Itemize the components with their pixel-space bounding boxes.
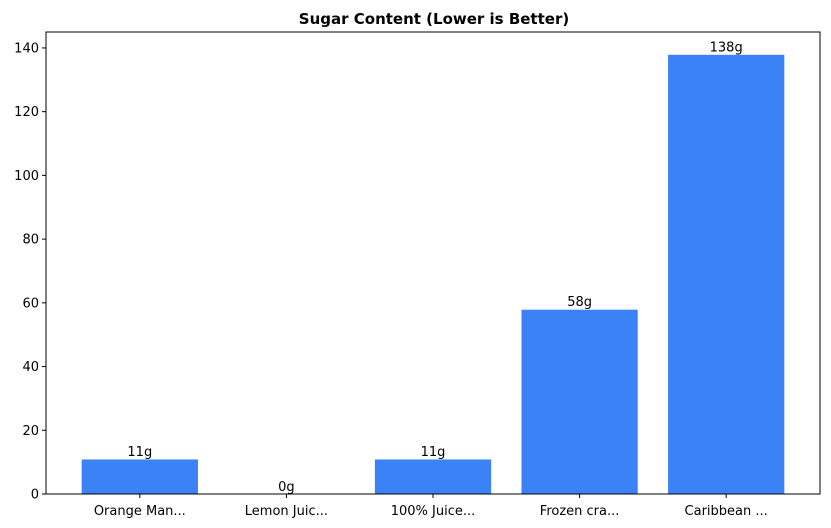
y-tick-label: 60	[22, 296, 39, 311]
x-tick-label: Lemon Juic...	[245, 504, 328, 519]
bar	[373, 458, 493, 495]
x-tick-label: Orange Man...	[94, 504, 186, 519]
chart-title: Sugar Content (Lower is Better)	[299, 10, 569, 28]
y-tick-label: 40	[22, 360, 39, 375]
x-tick-label: Frozen cra...	[540, 504, 620, 519]
bar-data-label: 58g	[567, 295, 592, 310]
y-tick-label: 80	[22, 233, 39, 248]
bar-data-label: 138g	[710, 40, 743, 55]
y-tick-label: 100	[14, 169, 39, 184]
y-tick-label: 20	[22, 424, 39, 439]
y-tick-label: 140	[14, 41, 39, 56]
bar-data-label: 11g	[127, 445, 152, 460]
y-tick-label: 0	[31, 488, 39, 503]
bar-data-label: 11g	[421, 445, 446, 460]
bar	[667, 53, 786, 495]
bar	[520, 308, 639, 495]
bar	[80, 458, 199, 495]
bar-data-label: 0g	[278, 480, 295, 495]
axes-frame	[45, 31, 821, 495]
x-tick-label: 100% Juice...	[391, 504, 476, 519]
y-tick-label: 120	[14, 105, 39, 120]
x-tick-label: Caribbean ...	[685, 504, 768, 519]
